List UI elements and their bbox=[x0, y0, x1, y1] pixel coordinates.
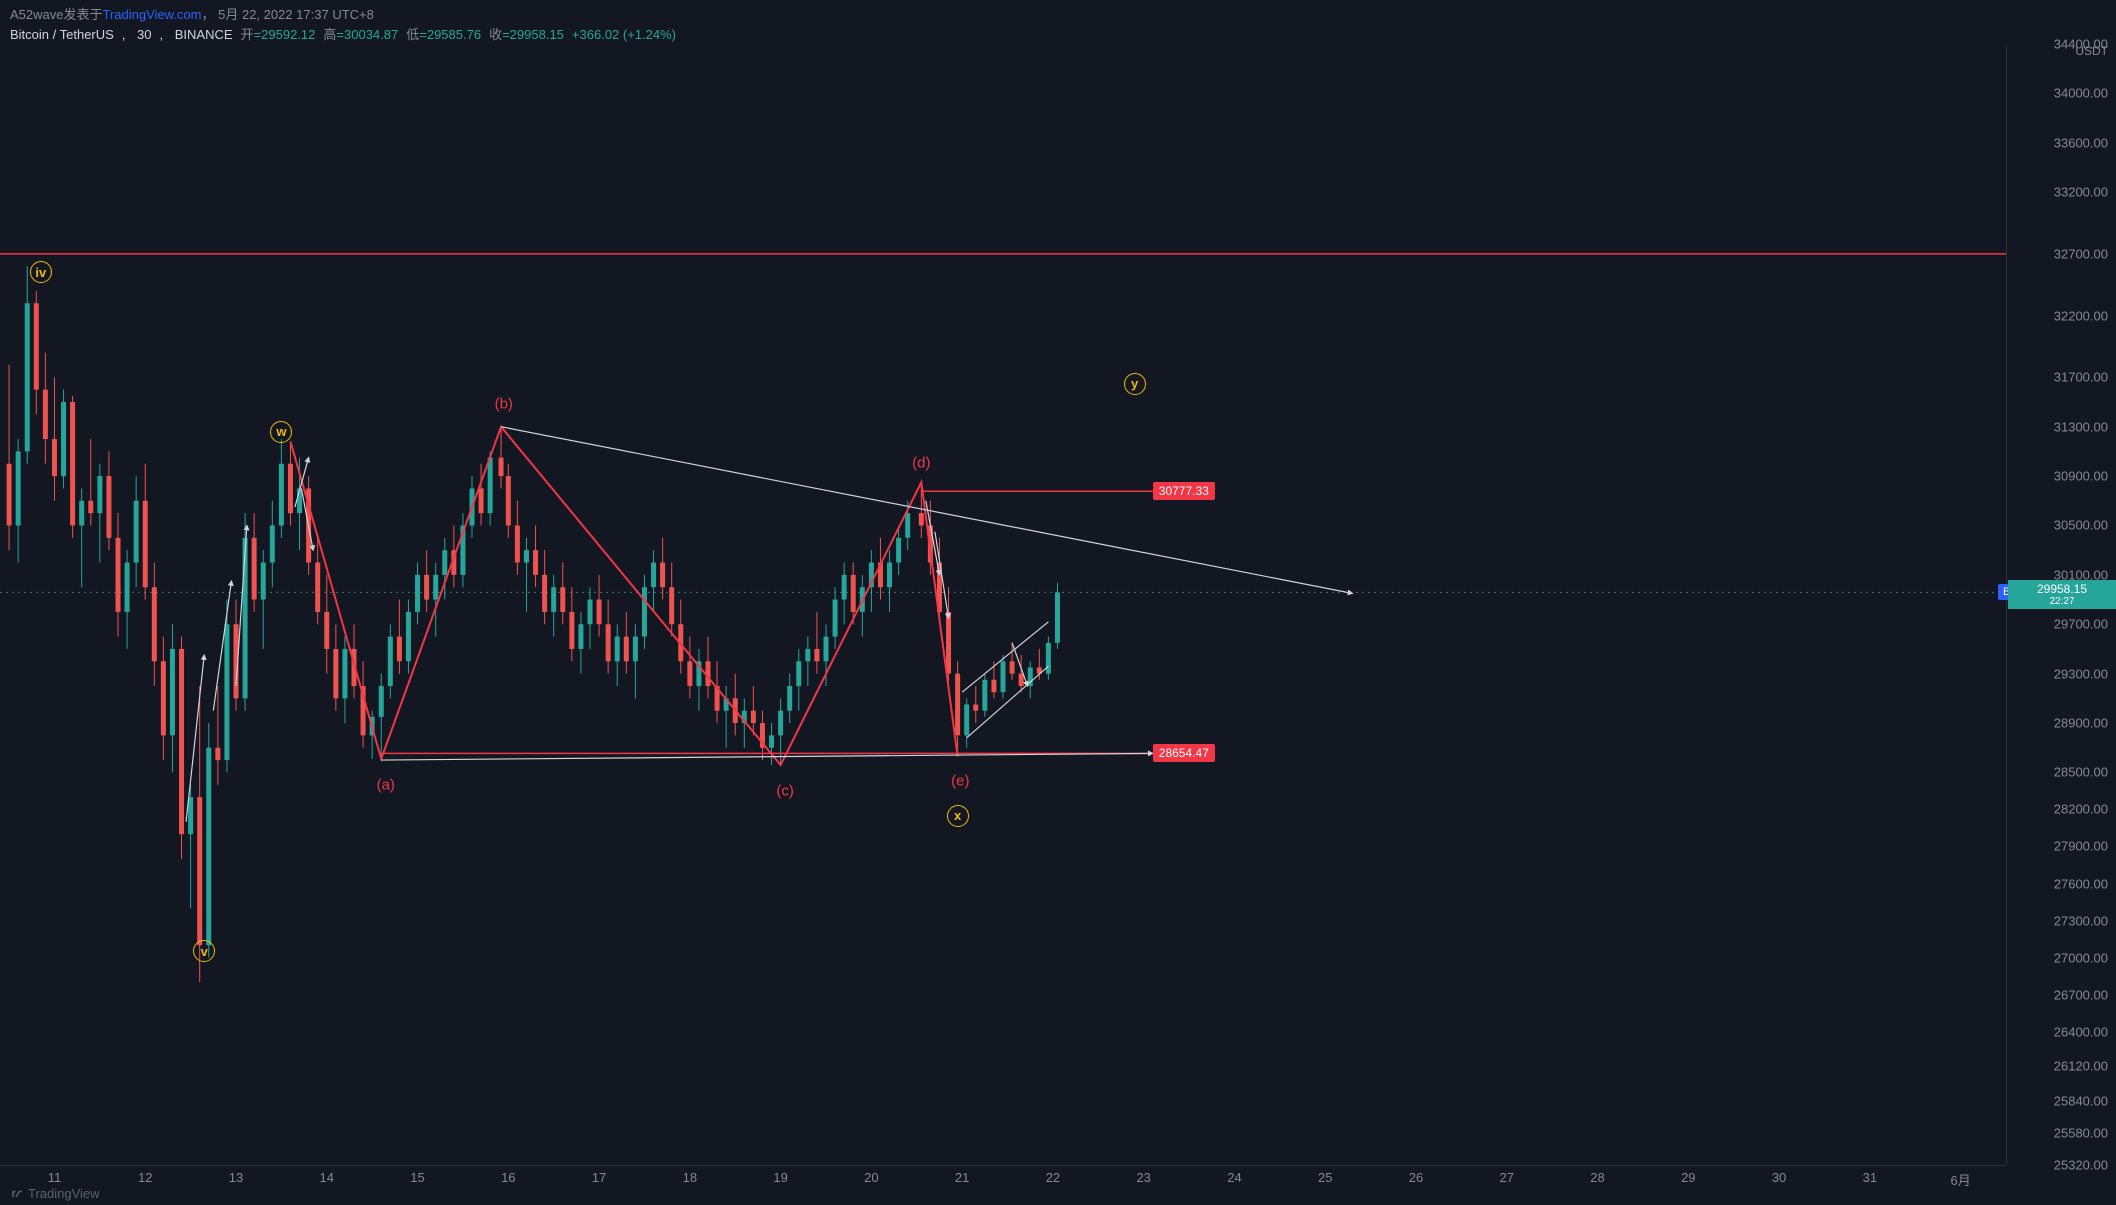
wave-label-yellow[interactable]: v bbox=[193, 940, 215, 962]
time-tick: 28 bbox=[1590, 1170, 1604, 1185]
time-tick-month: 6月 bbox=[1950, 1170, 1970, 1189]
ohlc-high: =30034.87 bbox=[336, 27, 398, 42]
publish-header: A52wave发表于TradingView.com， 5月 22, 2022 1… bbox=[0, 0, 2116, 24]
chart-svg bbox=[0, 44, 2006, 1165]
time-axis[interactable]: 11 12 13 14 15 16 17 18 19 20 21 22 23 24 25 26 27 28 29 30… bbox=[0, 1165, 2006, 1187]
price-tick: 32200.00 bbox=[2054, 308, 2108, 323]
wave-label-yellow[interactable]: iv bbox=[30, 261, 52, 283]
time-tick: 12 bbox=[138, 1170, 152, 1185]
price-level-label[interactable]: 30777.33 bbox=[1153, 482, 1215, 500]
time-tick: 20 bbox=[864, 1170, 878, 1185]
wave-label-red[interactable]: (c) bbox=[776, 782, 794, 799]
wave-label-yellow[interactable]: x bbox=[947, 805, 969, 827]
price-tick: 29300.00 bbox=[2054, 666, 2108, 681]
price-level-label[interactable]: 28654.47 bbox=[1153, 744, 1215, 762]
time-tick: 22 bbox=[1046, 1170, 1060, 1185]
author-prefix: A52wave发表于 bbox=[10, 7, 102, 22]
site-link[interactable]: TradingView.com bbox=[102, 7, 201, 22]
publish-date: 5月 22, 2022 17:37 UTC+8 bbox=[218, 7, 374, 22]
chart-pane[interactable]: 30777.33 28654.47 iv w v x y (a) (b) (c) (d) (e) bbox=[0, 44, 2006, 1165]
price-tick: 26700.00 bbox=[2054, 987, 2108, 1002]
ohlc-close: =29958.15 bbox=[502, 27, 564, 42]
wave-label-red[interactable]: (a) bbox=[377, 776, 395, 793]
price-tick: 27300.00 bbox=[2054, 913, 2108, 928]
time-tick: 31 bbox=[1863, 1170, 1877, 1185]
time-tick: 21 bbox=[955, 1170, 969, 1185]
price-tick: 28200.00 bbox=[2054, 802, 2108, 817]
time-tick: 18 bbox=[683, 1170, 697, 1185]
time-tick: 29 bbox=[1681, 1170, 1695, 1185]
price-tick: 34400.00 bbox=[2054, 37, 2108, 52]
wave-label-yellow[interactable]: y bbox=[1124, 373, 1146, 395]
ohlc-change: +366.02 (+1.24%) bbox=[572, 27, 676, 42]
time-tick: 16 bbox=[501, 1170, 515, 1185]
ohlc-low: =29585.76 bbox=[419, 27, 481, 42]
time-tick: 24 bbox=[1227, 1170, 1241, 1185]
time-tick: 19 bbox=[773, 1170, 787, 1185]
price-tick: 33200.00 bbox=[2054, 185, 2108, 200]
wave-label-red[interactable]: (e) bbox=[951, 773, 969, 790]
time-tick: 11 bbox=[48, 1170, 62, 1185]
price-tick: 28900.00 bbox=[2054, 716, 2108, 731]
time-tick: 14 bbox=[320, 1170, 334, 1185]
price-axis[interactable]: USDT 34400.0034000.0033600.0033200.00327… bbox=[2006, 44, 2116, 1165]
current-price-badge: 29958.1522:27 bbox=[2008, 580, 2116, 609]
price-tick: 26120.00 bbox=[2054, 1059, 2108, 1074]
symbol-exchange[interactable]: BINANCE bbox=[175, 27, 233, 42]
price-tick: 25320.00 bbox=[2054, 1158, 2108, 1173]
symbol-interval[interactable]: 30 bbox=[137, 27, 151, 42]
price-tick: 30500.00 bbox=[2054, 518, 2108, 533]
time-tick: 23 bbox=[1136, 1170, 1150, 1185]
price-tick: 31700.00 bbox=[2054, 370, 2108, 385]
price-tick: 25580.00 bbox=[2054, 1125, 2108, 1140]
price-tick: 27000.00 bbox=[2054, 950, 2108, 965]
price-tick: 31300.00 bbox=[2054, 419, 2108, 434]
price-tick: 32700.00 bbox=[2054, 246, 2108, 261]
tradingview-logo-icon bbox=[10, 1187, 24, 1201]
price-tick: 34000.00 bbox=[2054, 86, 2108, 101]
price-tick: 29700.00 bbox=[2054, 617, 2108, 632]
ohlc-open: =29592.12 bbox=[254, 27, 316, 42]
symbol-pair[interactable]: Bitcoin / TetherUS bbox=[10, 27, 114, 42]
time-tick: 30 bbox=[1772, 1170, 1786, 1185]
price-tick: 27600.00 bbox=[2054, 876, 2108, 891]
time-tick: 26 bbox=[1409, 1170, 1423, 1185]
time-tick: 13 bbox=[229, 1170, 243, 1185]
time-tick: 17 bbox=[592, 1170, 606, 1185]
symbol-info-bar: Bitcoin / TetherUS, 30, BINANCE 开=29592.… bbox=[10, 24, 676, 43]
price-tick: 26400.00 bbox=[2054, 1024, 2108, 1039]
time-tick: 27 bbox=[1500, 1170, 1514, 1185]
price-tick: 28500.00 bbox=[2054, 765, 2108, 780]
time-tick: 25 bbox=[1318, 1170, 1332, 1185]
price-tick: 27900.00 bbox=[2054, 839, 2108, 854]
price-tick: 30900.00 bbox=[2054, 469, 2108, 484]
time-tick: 15 bbox=[410, 1170, 424, 1185]
price-tick: 25840.00 bbox=[2054, 1093, 2108, 1108]
tradingview-watermark: TradingView bbox=[10, 1186, 100, 1201]
wave-label-yellow[interactable]: w bbox=[270, 421, 292, 443]
price-tick: 33600.00 bbox=[2054, 135, 2108, 150]
wave-label-red[interactable]: (b) bbox=[495, 396, 513, 413]
wave-label-red[interactable]: (d) bbox=[912, 454, 930, 471]
